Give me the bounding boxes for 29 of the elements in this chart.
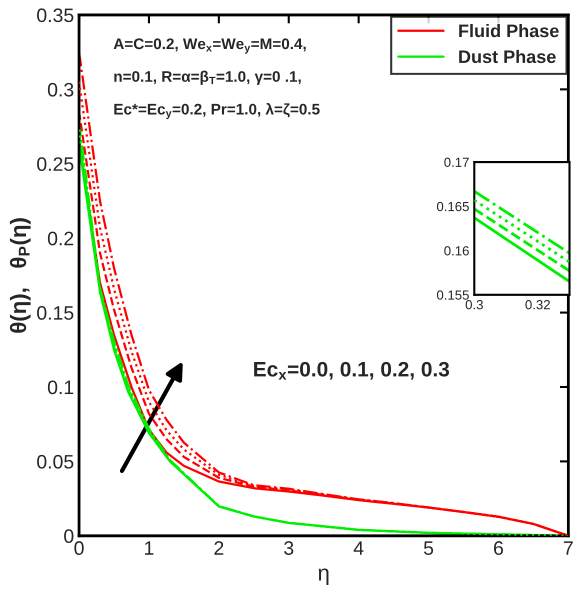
x-tick-label: 5 bbox=[424, 541, 434, 555]
annotation: n=0.1, R=α=β$_{T}$=1.0, γ=0 .1, bbox=[114, 70, 301, 85]
y-axis-title: θ(η), θ$_{P}$(η) bbox=[10, 218, 31, 333]
legend-label: Fluid Phase bbox=[459, 24, 559, 38]
annotation: Ec*=Ec$_{y}$=0.2, Pr=1.0, λ=ζ=0.5 bbox=[114, 102, 320, 120]
x-tick-label: 3 bbox=[284, 541, 294, 555]
y-tick-label: 0.155 bbox=[436, 290, 469, 300]
y-tick-label: 0.16 bbox=[444, 246, 469, 256]
y-tick-label: 0.3 bbox=[48, 82, 74, 97]
x-tick-label: 4 bbox=[354, 541, 364, 555]
x-tick-label: 2 bbox=[214, 541, 224, 555]
y-tick-label: 0.1 bbox=[48, 380, 74, 394]
x-axis-title: η bbox=[318, 568, 328, 586]
x-tick-label: 0.32 bbox=[525, 300, 550, 310]
y-tick-label: 0.15 bbox=[37, 306, 74, 320]
y-tick-label: 0.165 bbox=[436, 202, 469, 212]
legend-label: Dust Phase bbox=[459, 50, 556, 64]
annotation: Ec$_{x}$=0.0, 0.1, 0.2, 0.3 bbox=[254, 362, 450, 380]
y-tick-label: 0.05 bbox=[37, 454, 74, 469]
y-tick-label: 0.25 bbox=[37, 157, 74, 172]
y-tick-label: 0 bbox=[64, 529, 74, 544]
x-tick-label: 6 bbox=[494, 541, 503, 555]
y-tick-label: 0.2 bbox=[48, 232, 74, 246]
x-tick-label: 0 bbox=[74, 541, 84, 555]
x-tick-label: 7 bbox=[564, 541, 573, 555]
y-tick-label: 0.35 bbox=[37, 8, 74, 22]
annotation: A=C=0.2, We$_{x}$=We$_{y}$=M=0.4, bbox=[114, 38, 306, 54]
y-tick-label: 0.17 bbox=[444, 158, 469, 167]
x-tick-label: 1 bbox=[145, 541, 154, 555]
